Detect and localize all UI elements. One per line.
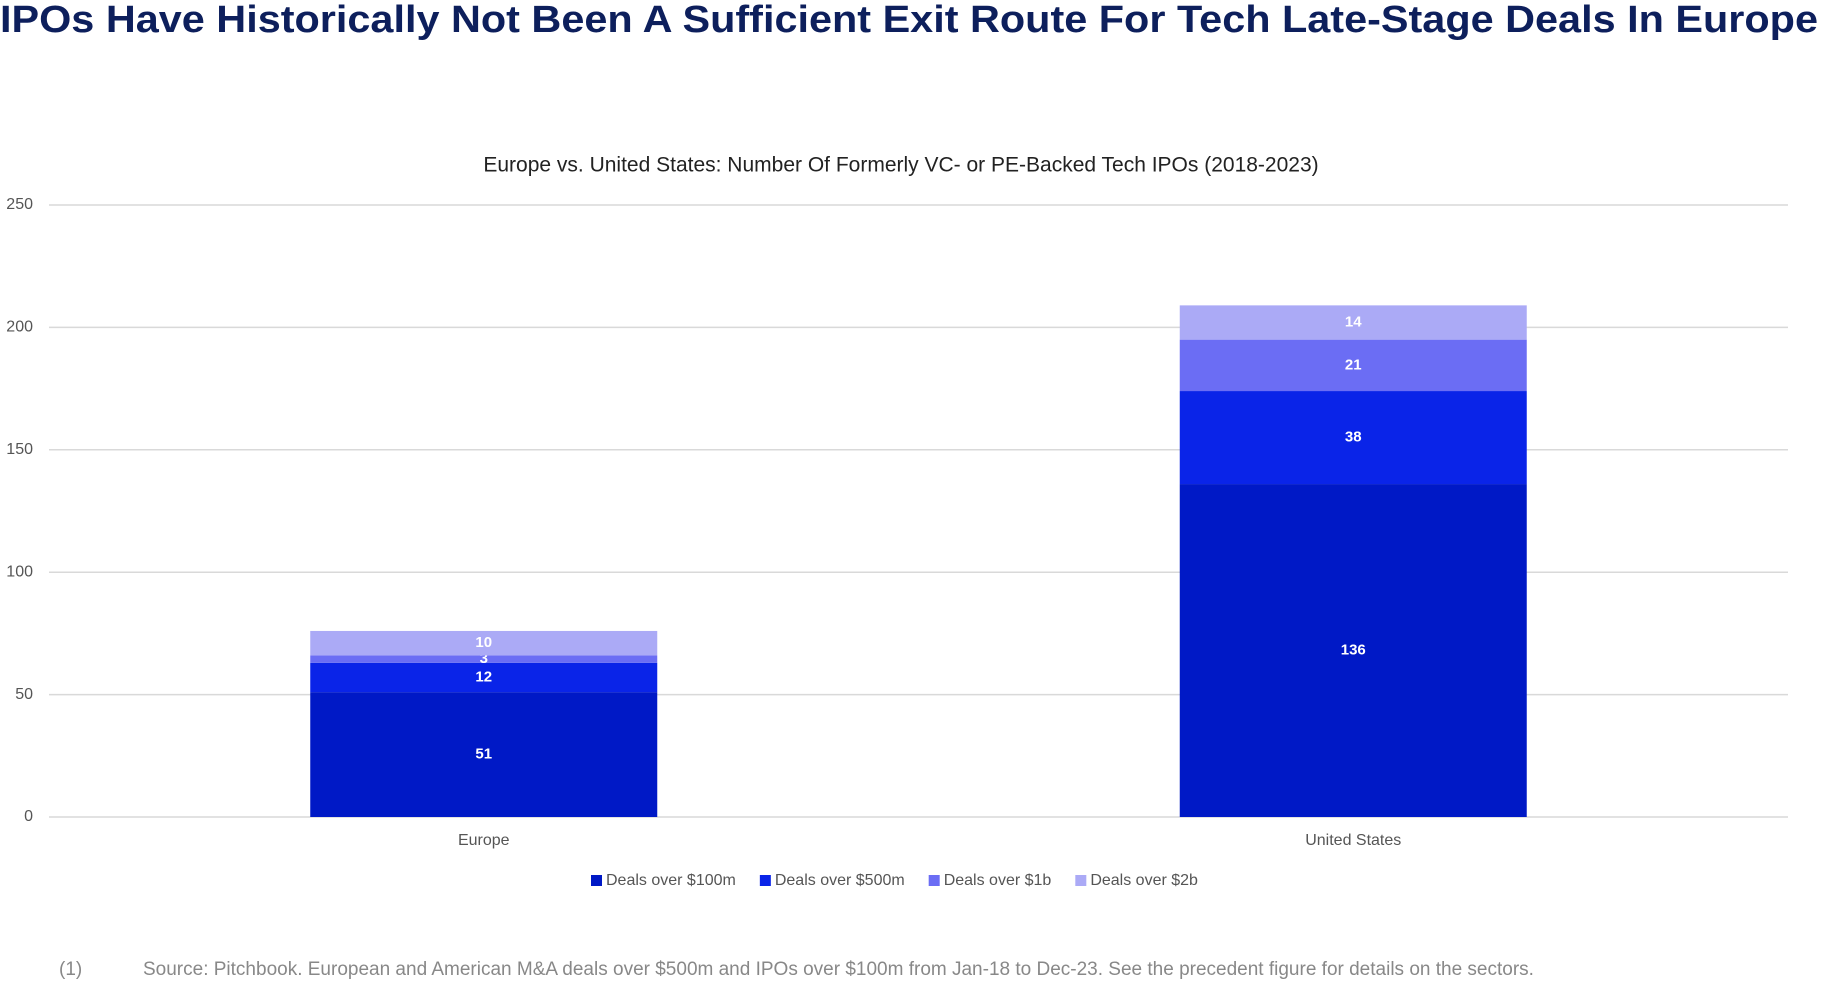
data-label: 38 [1345, 429, 1362, 446]
bar-segment [1179, 339, 1527, 392]
bar-segment [310, 662, 658, 693]
legend-label: Deals over $1b [944, 872, 1052, 889]
footnote-text: Source: Pitchbook. European and American… [143, 959, 1534, 980]
page-title: IPOs Have Historically Not Been A Suffic… [0, 0, 1818, 41]
data-label: 10 [475, 634, 492, 651]
data-label: 21 [1345, 356, 1362, 373]
y-tick-label: 150 [6, 441, 33, 458]
legend-swatch [759, 875, 771, 886]
legend-label: Deals over $100m [606, 872, 736, 889]
bar-segment [310, 655, 658, 663]
y-tick-label: 50 [15, 686, 33, 703]
legend-swatch [928, 875, 940, 886]
bar-segment [1179, 484, 1527, 817]
legend-swatch [591, 875, 602, 886]
bar-segment [1179, 305, 1527, 340]
legend-label: Deals over $500m [775, 872, 905, 889]
data-label: 51 [475, 746, 492, 763]
legend-swatch [1075, 875, 1087, 886]
bar-segment [310, 692, 658, 817]
data-label: 3 [480, 650, 488, 667]
y-tick-label: 250 [6, 196, 33, 213]
data-label: 136 [1341, 642, 1366, 659]
x-tick-label: United States [1305, 832, 1401, 849]
bar-segment [1179, 391, 1527, 485]
data-label: 14 [1345, 313, 1362, 330]
data-label: 12 [475, 668, 492, 685]
y-tick-label: 100 [6, 563, 33, 580]
x-tick-label: Europe [458, 832, 510, 849]
legend-label: Deals over $2b [1090, 872, 1198, 889]
bar-segment [310, 630, 658, 656]
y-tick-label: 200 [6, 319, 33, 336]
chart-title: Europe vs. United States: Number Of Form… [483, 154, 1318, 177]
footnote-number: (1) [59, 959, 82, 980]
y-tick-label: 0 [24, 808, 33, 825]
